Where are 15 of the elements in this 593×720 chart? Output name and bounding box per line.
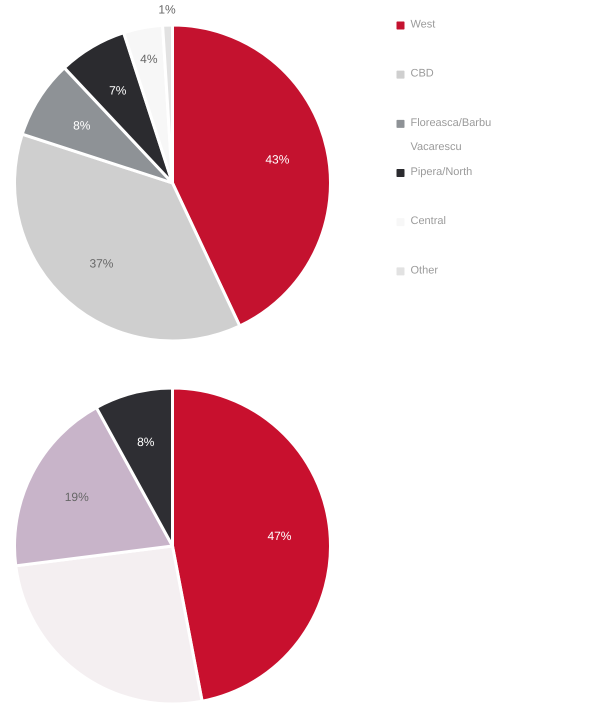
data-label: 8%: [137, 434, 155, 449]
data-label: 37%: [89, 256, 114, 271]
data-label: 43%: [265, 152, 290, 167]
legend-label: West: [410, 18, 436, 30]
legend-label: Floreasca/Barbu Vacarescu: [410, 116, 492, 153]
legend-label: Pipera/North: [410, 166, 472, 178]
data-label: 47%: [267, 528, 292, 543]
data-label: 7%: [109, 84, 127, 98]
data-label: 8%: [73, 118, 91, 132]
legend-label: Central: [410, 215, 446, 228]
legend-label: Other: [410, 264, 438, 276]
data-label: 1%: [158, 2, 176, 16]
data-label: 4%: [140, 52, 158, 66]
legend-label: CBD: [410, 68, 434, 80]
data-label: 19%: [64, 490, 90, 504]
